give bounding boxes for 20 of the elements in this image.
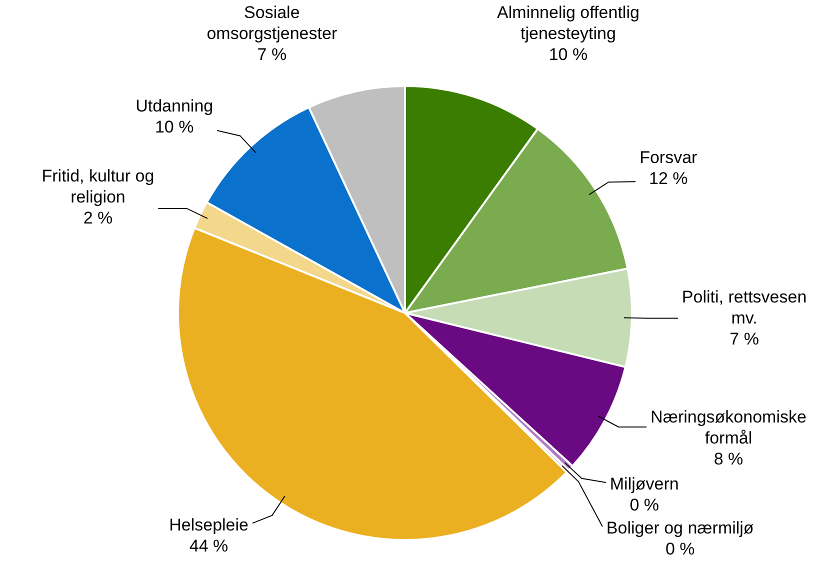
slice-label: Boliger og nærmiljø xyxy=(606,518,754,538)
data-label: 2 % xyxy=(83,208,113,228)
slice-label: Miljøvern xyxy=(610,474,679,494)
data-label: 10 % xyxy=(548,45,588,64)
slice-label: Næringsøkonomiske formål xyxy=(650,407,806,448)
data-label: 7 % xyxy=(730,330,759,349)
slice-label: Utdanning xyxy=(136,96,214,116)
data-label: 7 % xyxy=(257,45,287,64)
data-label: 10 % xyxy=(154,118,194,137)
slice-label: Forsvar xyxy=(640,148,698,167)
slice-label: Alminnelig offentlig tjenesteyting xyxy=(497,3,640,44)
data-label: 44 % xyxy=(189,536,228,556)
slice-label: Helsepleie xyxy=(169,515,248,534)
data-label: 0 % xyxy=(630,496,660,515)
data-label: 0 % xyxy=(665,540,695,559)
slice-label: Politi, rettsvesen mv. xyxy=(682,288,807,328)
data-label: 12 % xyxy=(649,168,688,188)
slice-label: Sosiale omsorgstjenester xyxy=(206,3,338,44)
slice-label: Fritid, kultur og religion xyxy=(42,166,154,206)
data-label: 8 % xyxy=(714,449,744,468)
